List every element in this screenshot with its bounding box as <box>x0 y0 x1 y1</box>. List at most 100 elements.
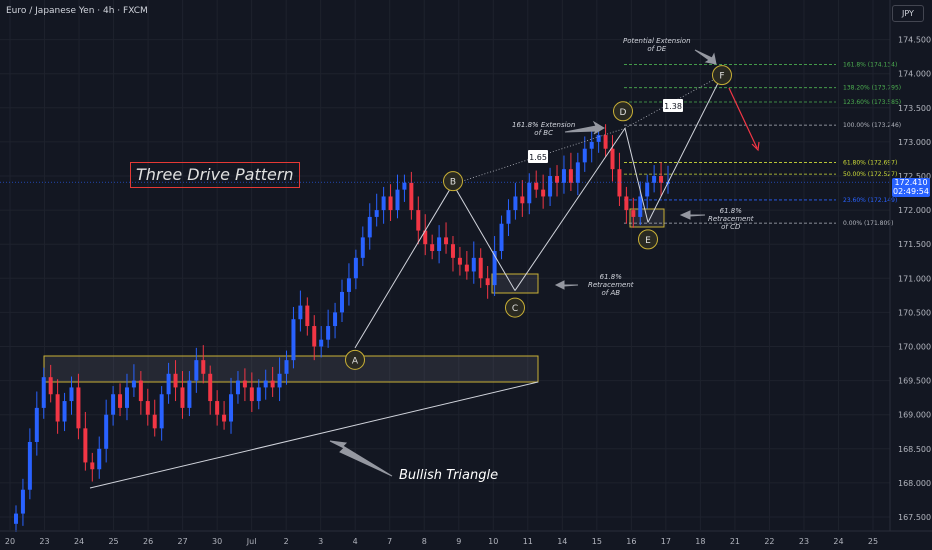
fib-label: 61.80% (172.697) <box>843 160 897 167</box>
candle-body <box>596 135 601 142</box>
price-tick-label: 171.000 <box>898 274 931 283</box>
candle-body <box>256 387 261 402</box>
arrow-retracement-cd <box>679 210 706 220</box>
candle-body <box>478 257 483 279</box>
candle-body <box>645 182 650 197</box>
candle-body <box>555 176 560 183</box>
fib-label: 23.60% (172.149) <box>843 197 897 204</box>
point-marker <box>638 229 658 250</box>
fib-label: 0.00% (171.809) <box>843 220 893 227</box>
candle-body <box>541 189 546 197</box>
price-tick-label: 173.500 <box>898 104 931 113</box>
pattern-leg <box>624 128 649 223</box>
candle-body <box>617 169 622 197</box>
symbol-title: Euro / Japanese Yen · 4h · FXCM <box>6 6 148 16</box>
pattern-leg <box>354 183 454 349</box>
candle-body <box>402 182 407 190</box>
point-label: A <box>352 356 359 366</box>
candle-body <box>409 182 414 211</box>
annotation-line: Potential Extension <box>623 37 691 45</box>
point-label: D <box>620 108 627 118</box>
price-tick-label: 167.500 <box>898 513 931 522</box>
candle-body <box>499 223 504 252</box>
candle-body <box>48 377 53 395</box>
candle-body <box>20 489 25 514</box>
candle-body <box>263 380 268 388</box>
annotation-line: of CD <box>721 223 741 231</box>
candle-body <box>124 387 129 408</box>
candle-body <box>381 196 386 211</box>
candle-body <box>34 407 39 442</box>
time-tick-label: 23 <box>799 537 809 546</box>
currency-badge[interactable]: JPY <box>892 5 924 22</box>
candle-body <box>395 189 400 211</box>
candle-body <box>548 176 553 197</box>
price-tick-label: 170.500 <box>898 308 931 317</box>
time-tick-label: 30 <box>212 537 222 546</box>
candle-body <box>222 414 227 422</box>
time-tick-label: 11 <box>523 537 533 546</box>
candle-body <box>305 305 310 327</box>
candle-body <box>624 196 629 211</box>
time-tick-label: 25 <box>868 537 878 546</box>
price-tick-label: 170.000 <box>898 343 931 352</box>
candle-body <box>506 210 511 224</box>
annotation-extension-de: Potential Extension of DE <box>623 37 691 53</box>
candle-body <box>152 414 157 429</box>
time-tick-label: 25 <box>108 537 118 546</box>
candle-body <box>333 312 338 327</box>
time-tick-label: 18 <box>695 537 705 546</box>
price-tick-label: 168.000 <box>898 479 931 488</box>
candle-body <box>97 448 102 470</box>
time-tick-label: 17 <box>661 537 671 546</box>
candle-body <box>215 401 220 415</box>
fib-label: 50.00% (172.527) <box>843 171 897 178</box>
candlesticks <box>0 124 890 533</box>
annotation-extension-bc: 161.8% Extension of BC <box>512 121 575 137</box>
candle-body <box>62 401 67 422</box>
candle-body <box>575 162 580 183</box>
pattern-title: Three Drive Pattern <box>130 162 300 188</box>
time-tick-label: 8 <box>422 537 427 546</box>
fib-label: 138.20% (173.795) <box>843 85 901 92</box>
point-marker <box>345 349 365 370</box>
candle-body <box>90 462 95 470</box>
time-tick-label: 14 <box>557 537 567 546</box>
annotation-line: 61.8% <box>719 207 742 215</box>
time-tick-label: 9 <box>456 537 461 546</box>
candle-body <box>610 148 615 170</box>
ratio-label-bc-box <box>528 150 548 163</box>
candle-body <box>284 360 289 374</box>
candle-body <box>41 377 46 408</box>
time-tick-label: 21 <box>730 537 740 546</box>
candle-body <box>603 135 608 149</box>
candle-body <box>388 196 393 211</box>
point-marker <box>443 171 463 192</box>
time-axis[interactable]: 20 23 24 25 26 27 30 Jul 2 3 4 7 8 9 10 11 14 15 16 17 18 21 2… <box>0 530 932 546</box>
point-label: E <box>645 236 651 246</box>
candle-body <box>229 394 234 422</box>
annotation-line: 61.8% <box>599 273 622 281</box>
time-tick-label: 7 <box>387 537 392 546</box>
time-tick-label: 10 <box>488 537 498 546</box>
candle-countdown: 02:49:54 <box>893 187 929 196</box>
time-tick-label: 26 <box>143 537 153 546</box>
candle-body <box>492 251 497 286</box>
resistance-zone <box>43 355 539 383</box>
candle-body <box>353 257 358 279</box>
price-axis[interactable]: 167.500 168.000 168.500 169.000 169.500 170.0… <box>889 0 931 531</box>
triangle-support-line <box>89 381 539 489</box>
candle-body <box>138 380 143 402</box>
candle-body <box>346 278 351 292</box>
fib-label: 161.8% (174.134) <box>843 62 897 69</box>
candle-body <box>291 319 296 361</box>
ratio-label-bc: 1.65 <box>529 153 547 162</box>
annotation-retracement-ab: 61.8% Retracement of AB <box>588 273 634 297</box>
price-tick-label: 171.500 <box>898 240 931 249</box>
candle-body <box>118 394 123 408</box>
candle-body <box>27 441 32 490</box>
candle-body <box>367 216 372 238</box>
retracement-zone-ab <box>491 273 539 294</box>
